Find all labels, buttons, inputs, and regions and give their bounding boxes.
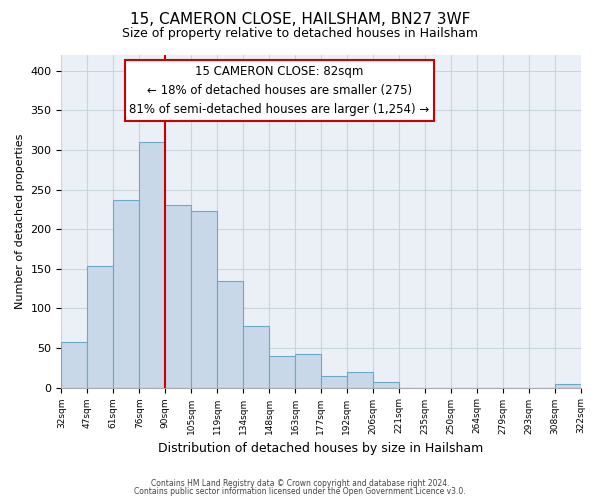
Bar bbox=[295, 354, 321, 388]
Bar bbox=[217, 280, 243, 388]
Bar bbox=[321, 376, 347, 388]
Bar bbox=[373, 382, 399, 388]
Bar bbox=[269, 356, 295, 388]
Bar bbox=[139, 142, 165, 388]
Bar bbox=[61, 342, 88, 388]
Bar bbox=[113, 200, 139, 388]
Text: Size of property relative to detached houses in Hailsham: Size of property relative to detached ho… bbox=[122, 28, 478, 40]
Text: Contains HM Land Registry data © Crown copyright and database right 2024.: Contains HM Land Registry data © Crown c… bbox=[151, 478, 449, 488]
Bar bbox=[191, 211, 217, 388]
Bar bbox=[347, 372, 373, 388]
Y-axis label: Number of detached properties: Number of detached properties bbox=[15, 134, 25, 309]
Bar bbox=[165, 206, 191, 388]
Bar bbox=[554, 384, 581, 388]
Bar bbox=[243, 326, 269, 388]
Text: 15 CAMERON CLOSE: 82sqm
← 18% of detached houses are smaller (275)
81% of semi-d: 15 CAMERON CLOSE: 82sqm ← 18% of detache… bbox=[129, 65, 430, 116]
Text: Contains public sector information licensed under the Open Government Licence v3: Contains public sector information licen… bbox=[134, 487, 466, 496]
Bar bbox=[88, 266, 113, 388]
X-axis label: Distribution of detached houses by size in Hailsham: Distribution of detached houses by size … bbox=[158, 442, 484, 455]
Text: 15, CAMERON CLOSE, HAILSHAM, BN27 3WF: 15, CAMERON CLOSE, HAILSHAM, BN27 3WF bbox=[130, 12, 470, 28]
